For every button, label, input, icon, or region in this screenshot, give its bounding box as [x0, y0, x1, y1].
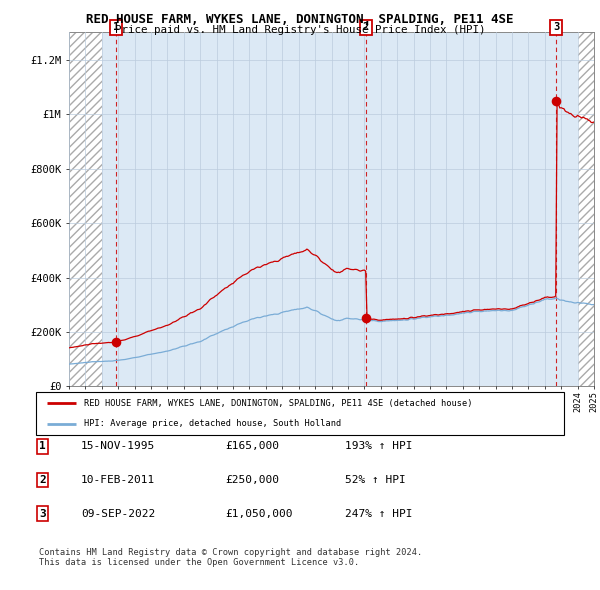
- Text: £250,000: £250,000: [225, 475, 279, 485]
- Text: 1: 1: [113, 22, 119, 32]
- Point: [112, 337, 121, 346]
- Text: £165,000: £165,000: [225, 441, 279, 451]
- Text: 09-SEP-2022: 09-SEP-2022: [81, 509, 155, 519]
- Text: £1,050,000: £1,050,000: [225, 509, 293, 519]
- Text: 193% ↑ HPI: 193% ↑ HPI: [345, 441, 413, 451]
- Text: RED HOUSE FARM, WYKES LANE, DONINGTON, SPALDING, PE11 4SE: RED HOUSE FARM, WYKES LANE, DONINGTON, S…: [86, 13, 514, 26]
- Point: [551, 96, 561, 105]
- Text: RED HOUSE FARM, WYKES LANE, DONINGTON, SPALDING, PE11 4SE (detached house): RED HOUSE FARM, WYKES LANE, DONINGTON, S…: [83, 399, 472, 408]
- Text: 2: 2: [39, 475, 46, 485]
- Text: 3: 3: [39, 509, 46, 519]
- Text: 2: 2: [363, 22, 369, 32]
- Point: [361, 314, 371, 323]
- Text: 247% ↑ HPI: 247% ↑ HPI: [345, 509, 413, 519]
- Text: 1: 1: [39, 441, 46, 451]
- Text: 10-FEB-2011: 10-FEB-2011: [81, 475, 155, 485]
- Text: Contains HM Land Registry data © Crown copyright and database right 2024.
This d: Contains HM Land Registry data © Crown c…: [39, 548, 422, 567]
- Text: 3: 3: [553, 22, 559, 32]
- Text: HPI: Average price, detached house, South Holland: HPI: Average price, detached house, Sout…: [83, 419, 341, 428]
- Text: 52% ↑ HPI: 52% ↑ HPI: [345, 475, 406, 485]
- Text: 15-NOV-1995: 15-NOV-1995: [81, 441, 155, 451]
- FancyBboxPatch shape: [36, 392, 564, 435]
- Text: Price paid vs. HM Land Registry's House Price Index (HPI): Price paid vs. HM Land Registry's House …: [115, 25, 485, 35]
